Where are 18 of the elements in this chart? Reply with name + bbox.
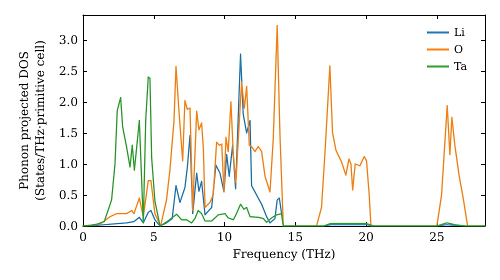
legend-label: Ta: [454, 60, 468, 73]
x-tick-label: 20: [358, 230, 374, 244]
y-tick-label: 0.5: [58, 188, 78, 202]
y-tick-label: 1.0: [58, 156, 78, 171]
x-tick-label: 15: [288, 230, 303, 244]
x-axis-title: Frequency (THz): [232, 247, 336, 261]
y-tick-label: 3.0: [58, 32, 78, 47]
y-tick-label: 2.0: [58, 94, 78, 109]
legend-label: O: [454, 43, 463, 56]
x-tick-label: 0: [79, 230, 87, 244]
x-tick-label: 10: [216, 230, 232, 244]
y-tick-label: 0.0: [58, 219, 78, 233]
y-tick-label: 1.5: [58, 126, 78, 140]
x-tick-label: 25: [429, 230, 445, 244]
y-axis-title: Phonon projected DOS (States/THz·primitive cell): [17, 40, 48, 201]
x-tick-label: 5: [150, 230, 158, 244]
legend-label: Li: [454, 26, 466, 39]
y-tick-label: 2.5: [58, 64, 78, 78]
